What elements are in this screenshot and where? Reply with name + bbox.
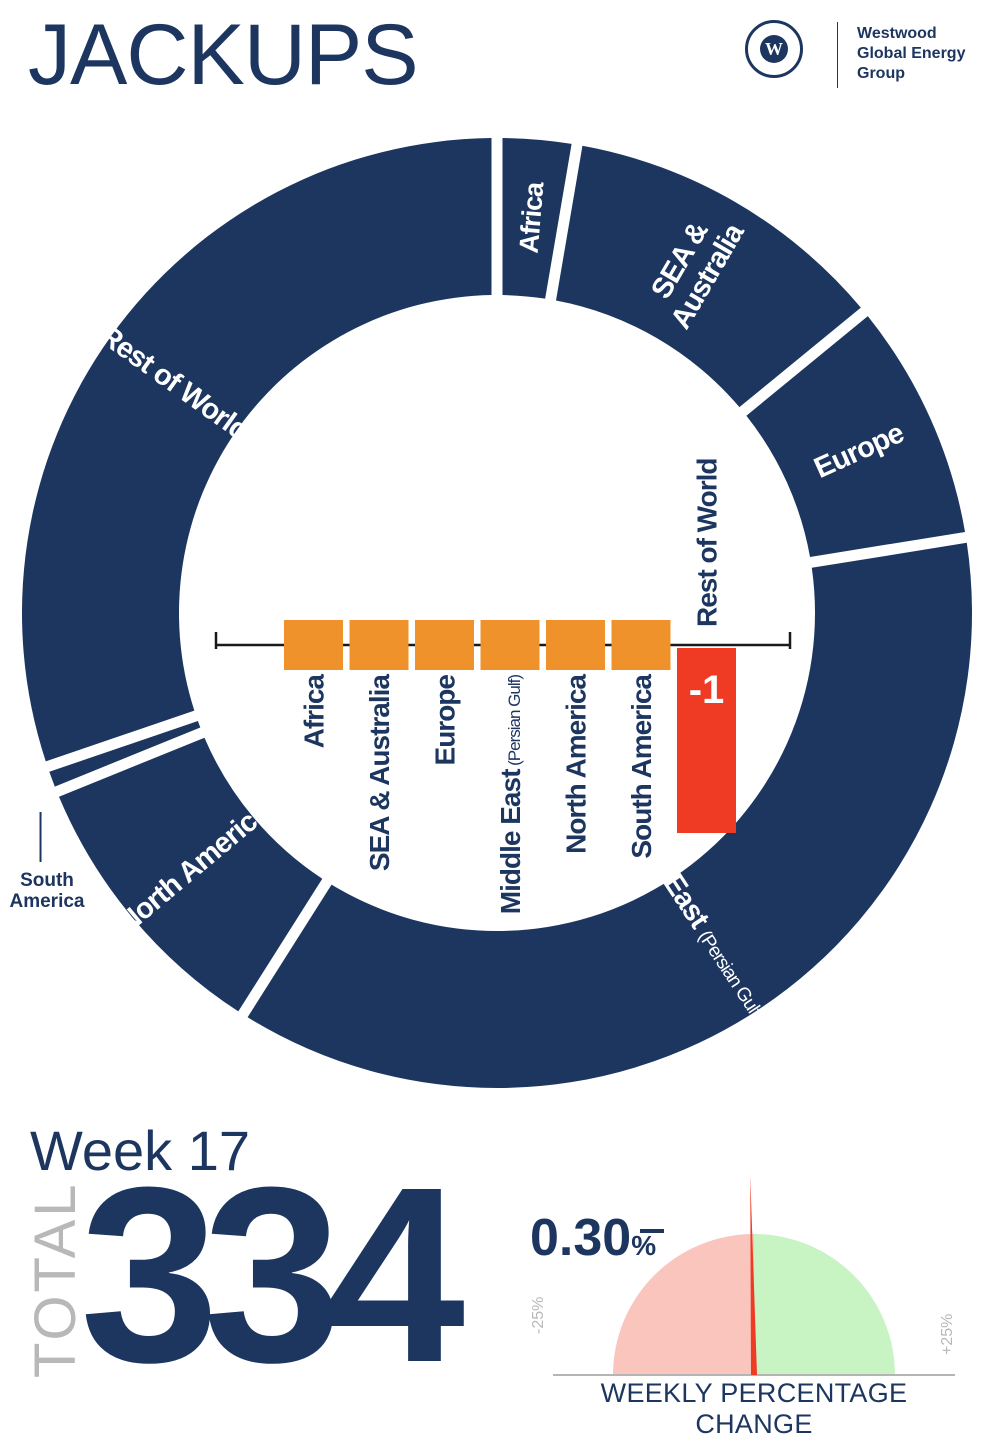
weekly-change-percent-sign: % [631,1230,657,1261]
bar-category-main-middle-east: Middle East [495,769,526,914]
logo-line-1: Westwood [857,25,937,42]
total-label: TOTAL [23,1181,88,1378]
gauge-positive-half [754,1234,895,1375]
donut-slice-middle-east [247,542,972,1088]
bar-category-text-north-america: North America [561,674,592,854]
gauge-needle [750,1175,757,1376]
bar-category-label-sea-and-australia: SEA & Australia [364,674,395,872]
bar-category-label-africa: Africa [299,674,330,749]
bar-north-america [546,620,605,670]
logo-letter: W [760,35,788,63]
bar-category-text-middle-east: Middle East (Persian Gulf) [495,675,526,915]
week-label: Week 17 [30,1119,250,1182]
bar-category-text-africa: Africa [299,674,330,749]
donut-slice-rest-of-world [22,138,492,762]
logo-text: Westwood Global Energy Group [857,24,965,84]
bar-category-main-europe: Europe [430,675,461,766]
donut-slice-africa [502,138,572,299]
gauge-max-label: +25% [939,1313,956,1355]
weekly-change-number: 0.30 [530,1209,632,1267]
bar-category-main-africa: Africa [299,674,330,749]
gauge-min-label: -25% [530,1296,547,1334]
weekly-change-value: 0.30% [530,1212,656,1264]
bar-category-text-south-america: South America [626,674,657,859]
bar-middle-east [480,620,540,670]
logo-line-3: Group [857,65,905,82]
bar-category-text-rest-of-world: Rest of World [692,459,723,627]
bar-category-note-middle-east: (Persian Gulf) [505,675,524,770]
bar-sea-and-australia [349,620,409,670]
donut-label-africa: Africa [514,180,550,255]
total-value: 334 [80,1135,465,1414]
bar-europe [415,620,474,670]
logo-divider [837,22,838,88]
logo-emblem-icon: W [745,20,803,78]
bar-south-america [611,620,671,670]
bar-value-label-rest-of-world: -1 [689,668,725,712]
negative-sign-icon [640,1229,664,1233]
bar-category-label-south-america: South America [626,674,657,859]
gauge-negative-half [613,1234,754,1375]
bar-category-label-middle-east: Middle East (Persian Gulf) [495,675,526,915]
bar-category-main-north-america: North America [561,674,592,854]
bar-category-main-sea-and-australia: SEA & Australia [364,674,395,872]
bar-category-label-europe: Europe [430,675,461,766]
bar-category-main-south-america: South America [626,674,657,859]
donut-slice-sea-and-australia [555,145,861,408]
bar-category-text-sea-and-australia: SEA & Australia [364,674,395,872]
bar-rest-of-world [677,648,736,833]
bar-category-label-rest-of-world: Rest of World [692,459,723,627]
weekly-change-label: WEEKLY PERCENTAGE CHANGE [600,1378,908,1439]
donut-slice-europe [746,316,966,557]
logo-line-2: Global Energy [857,45,966,62]
bar-category-text-europe: Europe [430,675,461,766]
donut-slice-south-america [49,720,201,787]
donut-label-text-africa: Africa [514,180,550,255]
donut-slice-north-america [58,737,323,1012]
westwood-logo: W Westwood Global Energy Group [745,20,985,90]
bar-africa [284,620,343,670]
callout-label-south-america-2: America [10,891,85,912]
bar-category-label-north-america: North America [561,674,592,854]
page-title: JACKUPS [28,7,419,103]
callout-label-south-america-1: South [20,870,74,891]
